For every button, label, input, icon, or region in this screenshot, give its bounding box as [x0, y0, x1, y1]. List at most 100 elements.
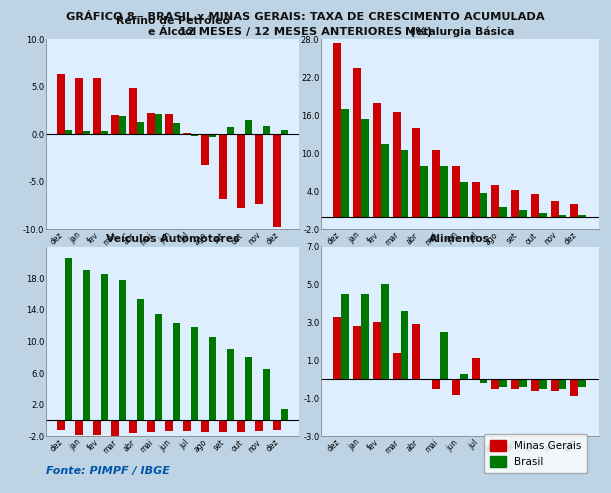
Bar: [511, 380, 519, 389]
Bar: [491, 185, 499, 216]
Bar: [472, 358, 480, 380]
Bar: [93, 78, 101, 134]
Bar: [219, 421, 227, 431]
Bar: [519, 210, 527, 216]
Bar: [172, 123, 180, 134]
Bar: [539, 380, 547, 389]
Bar: [244, 357, 252, 421]
Bar: [440, 166, 448, 216]
Bar: [208, 337, 216, 421]
Bar: [519, 380, 527, 387]
Bar: [499, 380, 507, 387]
Bar: [130, 421, 137, 433]
Bar: [381, 284, 389, 380]
Bar: [373, 103, 381, 216]
Bar: [274, 134, 280, 227]
Title: Veículos Automotores: Veículos Automotores: [106, 234, 240, 245]
Title: Alimentos: Alimentos: [430, 234, 490, 245]
Bar: [361, 294, 369, 380]
Bar: [393, 353, 401, 380]
Bar: [401, 311, 408, 380]
Bar: [274, 421, 280, 430]
Title: Refino de Petróleo
e Álcool: Refino de Petróleo e Álcool: [115, 16, 230, 37]
Bar: [191, 327, 198, 421]
Bar: [499, 207, 507, 216]
Bar: [353, 68, 361, 216]
Bar: [82, 132, 90, 134]
Bar: [172, 323, 180, 421]
Bar: [147, 113, 155, 134]
Bar: [263, 126, 270, 134]
Bar: [570, 380, 578, 396]
Bar: [558, 214, 566, 216]
Bar: [255, 421, 263, 431]
Bar: [147, 421, 155, 432]
Bar: [480, 380, 488, 383]
Bar: [531, 194, 539, 216]
Bar: [280, 130, 288, 134]
Bar: [155, 314, 162, 421]
Bar: [101, 274, 108, 421]
Bar: [452, 380, 460, 394]
Bar: [531, 380, 539, 391]
Bar: [539, 213, 547, 216]
Bar: [263, 369, 270, 421]
Bar: [202, 421, 208, 431]
Bar: [381, 144, 389, 216]
Bar: [334, 42, 342, 216]
Bar: [342, 109, 349, 216]
Bar: [202, 134, 208, 165]
Bar: [452, 166, 460, 216]
Bar: [75, 78, 82, 134]
Bar: [255, 134, 263, 204]
Bar: [75, 421, 82, 435]
Bar: [342, 294, 349, 380]
Bar: [511, 190, 519, 216]
Bar: [166, 421, 172, 431]
Legend: Minas Gerais, Brasil: Minas Gerais, Brasil: [484, 433, 587, 473]
Bar: [227, 350, 234, 421]
Bar: [238, 134, 244, 209]
Bar: [570, 204, 578, 216]
Bar: [238, 421, 244, 431]
Bar: [65, 130, 71, 134]
Bar: [551, 380, 558, 391]
Bar: [551, 201, 558, 216]
Bar: [101, 132, 108, 134]
Bar: [373, 322, 381, 380]
Bar: [412, 324, 420, 380]
Bar: [111, 421, 119, 435]
Bar: [137, 122, 144, 134]
Bar: [491, 380, 499, 389]
Bar: [227, 127, 234, 134]
Bar: [393, 112, 401, 216]
Bar: [480, 193, 488, 216]
Bar: [420, 166, 428, 216]
Bar: [119, 116, 126, 134]
Bar: [166, 114, 172, 134]
Bar: [578, 380, 586, 387]
Bar: [244, 120, 252, 134]
Bar: [432, 150, 440, 216]
Bar: [82, 270, 90, 421]
Bar: [432, 380, 440, 389]
Text: 12 MESES / 12 MESES ANTERIORES  (%): 12 MESES / 12 MESES ANTERIORES (%): [179, 27, 432, 37]
Bar: [130, 88, 137, 134]
Bar: [578, 215, 586, 216]
Bar: [440, 332, 448, 380]
Bar: [472, 182, 480, 216]
Bar: [412, 128, 420, 216]
Bar: [460, 182, 467, 216]
Bar: [219, 134, 227, 199]
Bar: [334, 317, 342, 380]
Bar: [361, 118, 369, 216]
Bar: [57, 73, 65, 134]
Bar: [558, 380, 566, 389]
Bar: [57, 421, 65, 430]
Bar: [111, 115, 119, 134]
Bar: [353, 326, 361, 380]
Bar: [401, 150, 408, 216]
Bar: [93, 421, 101, 435]
Bar: [460, 374, 467, 380]
Bar: [137, 299, 144, 421]
